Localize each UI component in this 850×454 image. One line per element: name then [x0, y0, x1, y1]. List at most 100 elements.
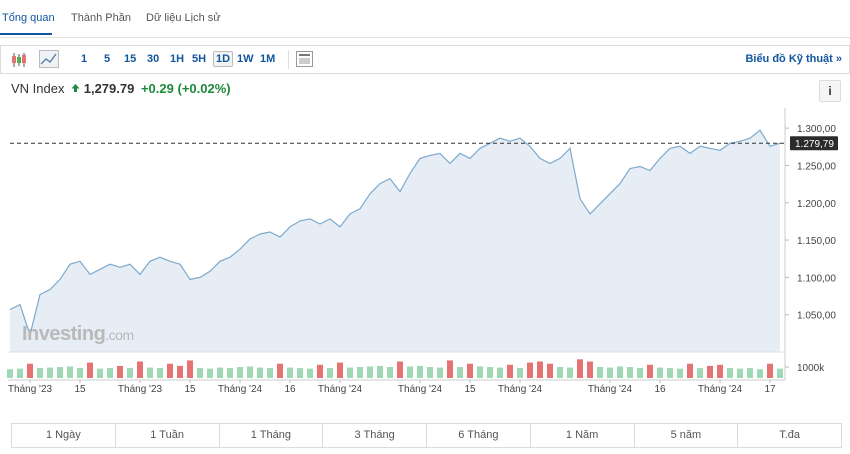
volume-bar — [417, 365, 423, 378]
volume-bar — [297, 368, 303, 378]
tab[interactable]: Tổng quan — [2, 12, 55, 24]
volume-bar — [577, 359, 583, 378]
y-tick-label: 1.250,00 — [797, 161, 836, 172]
volume-bar — [367, 366, 373, 378]
x-tick-label: Tháng '23 — [118, 384, 163, 395]
range-button[interactable]: 1 Tháng — [218, 424, 323, 447]
x-tick-label: 16 — [284, 384, 296, 395]
x-tick-label: Tháng '24 — [398, 384, 443, 395]
volume-bar — [107, 368, 113, 378]
x-tick-label: 15 — [184, 384, 196, 395]
toolbar: 1 5 15 30 1H 5H 1D 1W 1M Biểu đồ Kỹ thuật » — [0, 45, 850, 74]
volume-bar — [697, 368, 703, 378]
change-pct: (+0.02%) — [177, 81, 231, 96]
range-button[interactable]: 1 Ngày — [45, 429, 81, 441]
x-tick-label: Tháng '24 — [698, 384, 743, 395]
y-tick-label: 1.050,00 — [797, 311, 836, 322]
tab[interactable]: Thành Phần — [71, 12, 131, 24]
volume-bar — [337, 362, 343, 378]
divider — [0, 37, 850, 38]
volume-bar — [557, 367, 563, 378]
volume-bar — [437, 367, 443, 378]
volume-bar — [227, 368, 233, 378]
interval-button[interactable]: 5H — [192, 53, 207, 65]
price-area — [10, 130, 780, 352]
range-button[interactable]: 5 năm — [633, 424, 738, 447]
x-tick-label: 15 — [74, 384, 86, 395]
x-tick-label: Tháng '23 — [8, 384, 53, 395]
volume-bar — [57, 367, 63, 378]
y2-tick-label: 1000k — [797, 363, 825, 374]
range-button[interactable]: 6 Tháng — [426, 424, 530, 447]
interval-button[interactable]: 15 — [124, 53, 137, 65]
last-price-tag — [790, 136, 838, 151]
volume-bar — [157, 368, 163, 378]
volume-bar — [287, 367, 293, 378]
range-button[interactable]: 1 Tuần — [114, 424, 219, 447]
volume-bar — [657, 367, 663, 378]
volume-bar — [7, 369, 13, 378]
volume-bar — [427, 367, 433, 378]
volume-bar — [507, 364, 513, 378]
volume-bar — [87, 362, 93, 378]
line-icon[interactable] — [39, 50, 59, 68]
volume-bar — [617, 366, 623, 378]
volume-bar — [307, 368, 313, 378]
x-tick-label: 16 — [654, 384, 666, 395]
volume-bar — [147, 367, 153, 378]
volume-bar — [457, 367, 463, 378]
technical-link[interactable]: Biểu đồ Kỹ thuật » — [745, 53, 842, 65]
change: +0.29 — [140, 81, 174, 96]
range-bar: 1 Ngày 1 Tuần 1 Tháng 3 Tháng 6 Tháng 1 Năm 5 … — [11, 423, 842, 448]
range-button[interactable]: 3 Tháng — [322, 424, 426, 447]
calendar-icon[interactable] — [296, 51, 314, 68]
interval-button[interactable]: 1H — [170, 53, 185, 65]
watermark-brand: Investing — [22, 323, 105, 345]
price: 1,279.79 — [83, 81, 135, 96]
interval-button[interactable]: 1W — [237, 53, 254, 65]
volume-bar — [477, 366, 483, 378]
volume-bar — [327, 368, 333, 378]
volume-bar — [97, 368, 103, 378]
volume-bar — [667, 368, 673, 378]
interval-button[interactable]: 30 — [147, 53, 160, 65]
range-button[interactable]: 1 Năm — [529, 424, 634, 447]
volume-bar — [527, 362, 533, 378]
range-button[interactable]: T.đa — [737, 424, 841, 447]
volume-bar — [467, 363, 473, 378]
volume-bar — [517, 368, 523, 378]
volume-bar — [67, 366, 73, 378]
volume-bar — [257, 367, 263, 378]
volume-bar — [607, 367, 613, 378]
y-tick-label: 1.300,00 — [797, 124, 836, 135]
volume-bar — [377, 365, 383, 378]
volume-bar — [717, 364, 723, 378]
x-tick-label: 17 — [764, 384, 776, 395]
interval-button[interactable]: 1 — [81, 53, 88, 65]
volume-bar — [117, 365, 123, 378]
tab[interactable]: Dữ liệu Lịch sử — [146, 12, 221, 24]
volume-bar — [277, 363, 283, 378]
volume-bar — [747, 368, 753, 378]
volume-bar — [207, 368, 213, 378]
interval-button[interactable]: 1D — [213, 51, 234, 67]
volume-bar — [217, 367, 223, 378]
x-tick-label: Tháng '24 — [498, 384, 543, 395]
volume-bar — [177, 365, 183, 378]
volume-bar — [487, 367, 493, 378]
volume-bar — [677, 368, 683, 378]
volume-bar — [537, 361, 543, 378]
x-tick-label: Tháng '24 — [588, 384, 633, 395]
candle-icon[interactable] — [11, 52, 27, 68]
volume-bar — [547, 363, 553, 378]
interval-button[interactable]: 5 — [104, 53, 111, 65]
volume-bar — [407, 366, 413, 378]
volume-bar — [267, 368, 273, 378]
volume-bar — [247, 366, 253, 378]
watermark: Investing.com — [22, 323, 134, 345]
volume-bar — [317, 364, 323, 378]
volume-bar — [737, 368, 743, 378]
interval-button[interactable]: 1M — [260, 53, 276, 65]
info-button[interactable]: i — [819, 80, 841, 102]
